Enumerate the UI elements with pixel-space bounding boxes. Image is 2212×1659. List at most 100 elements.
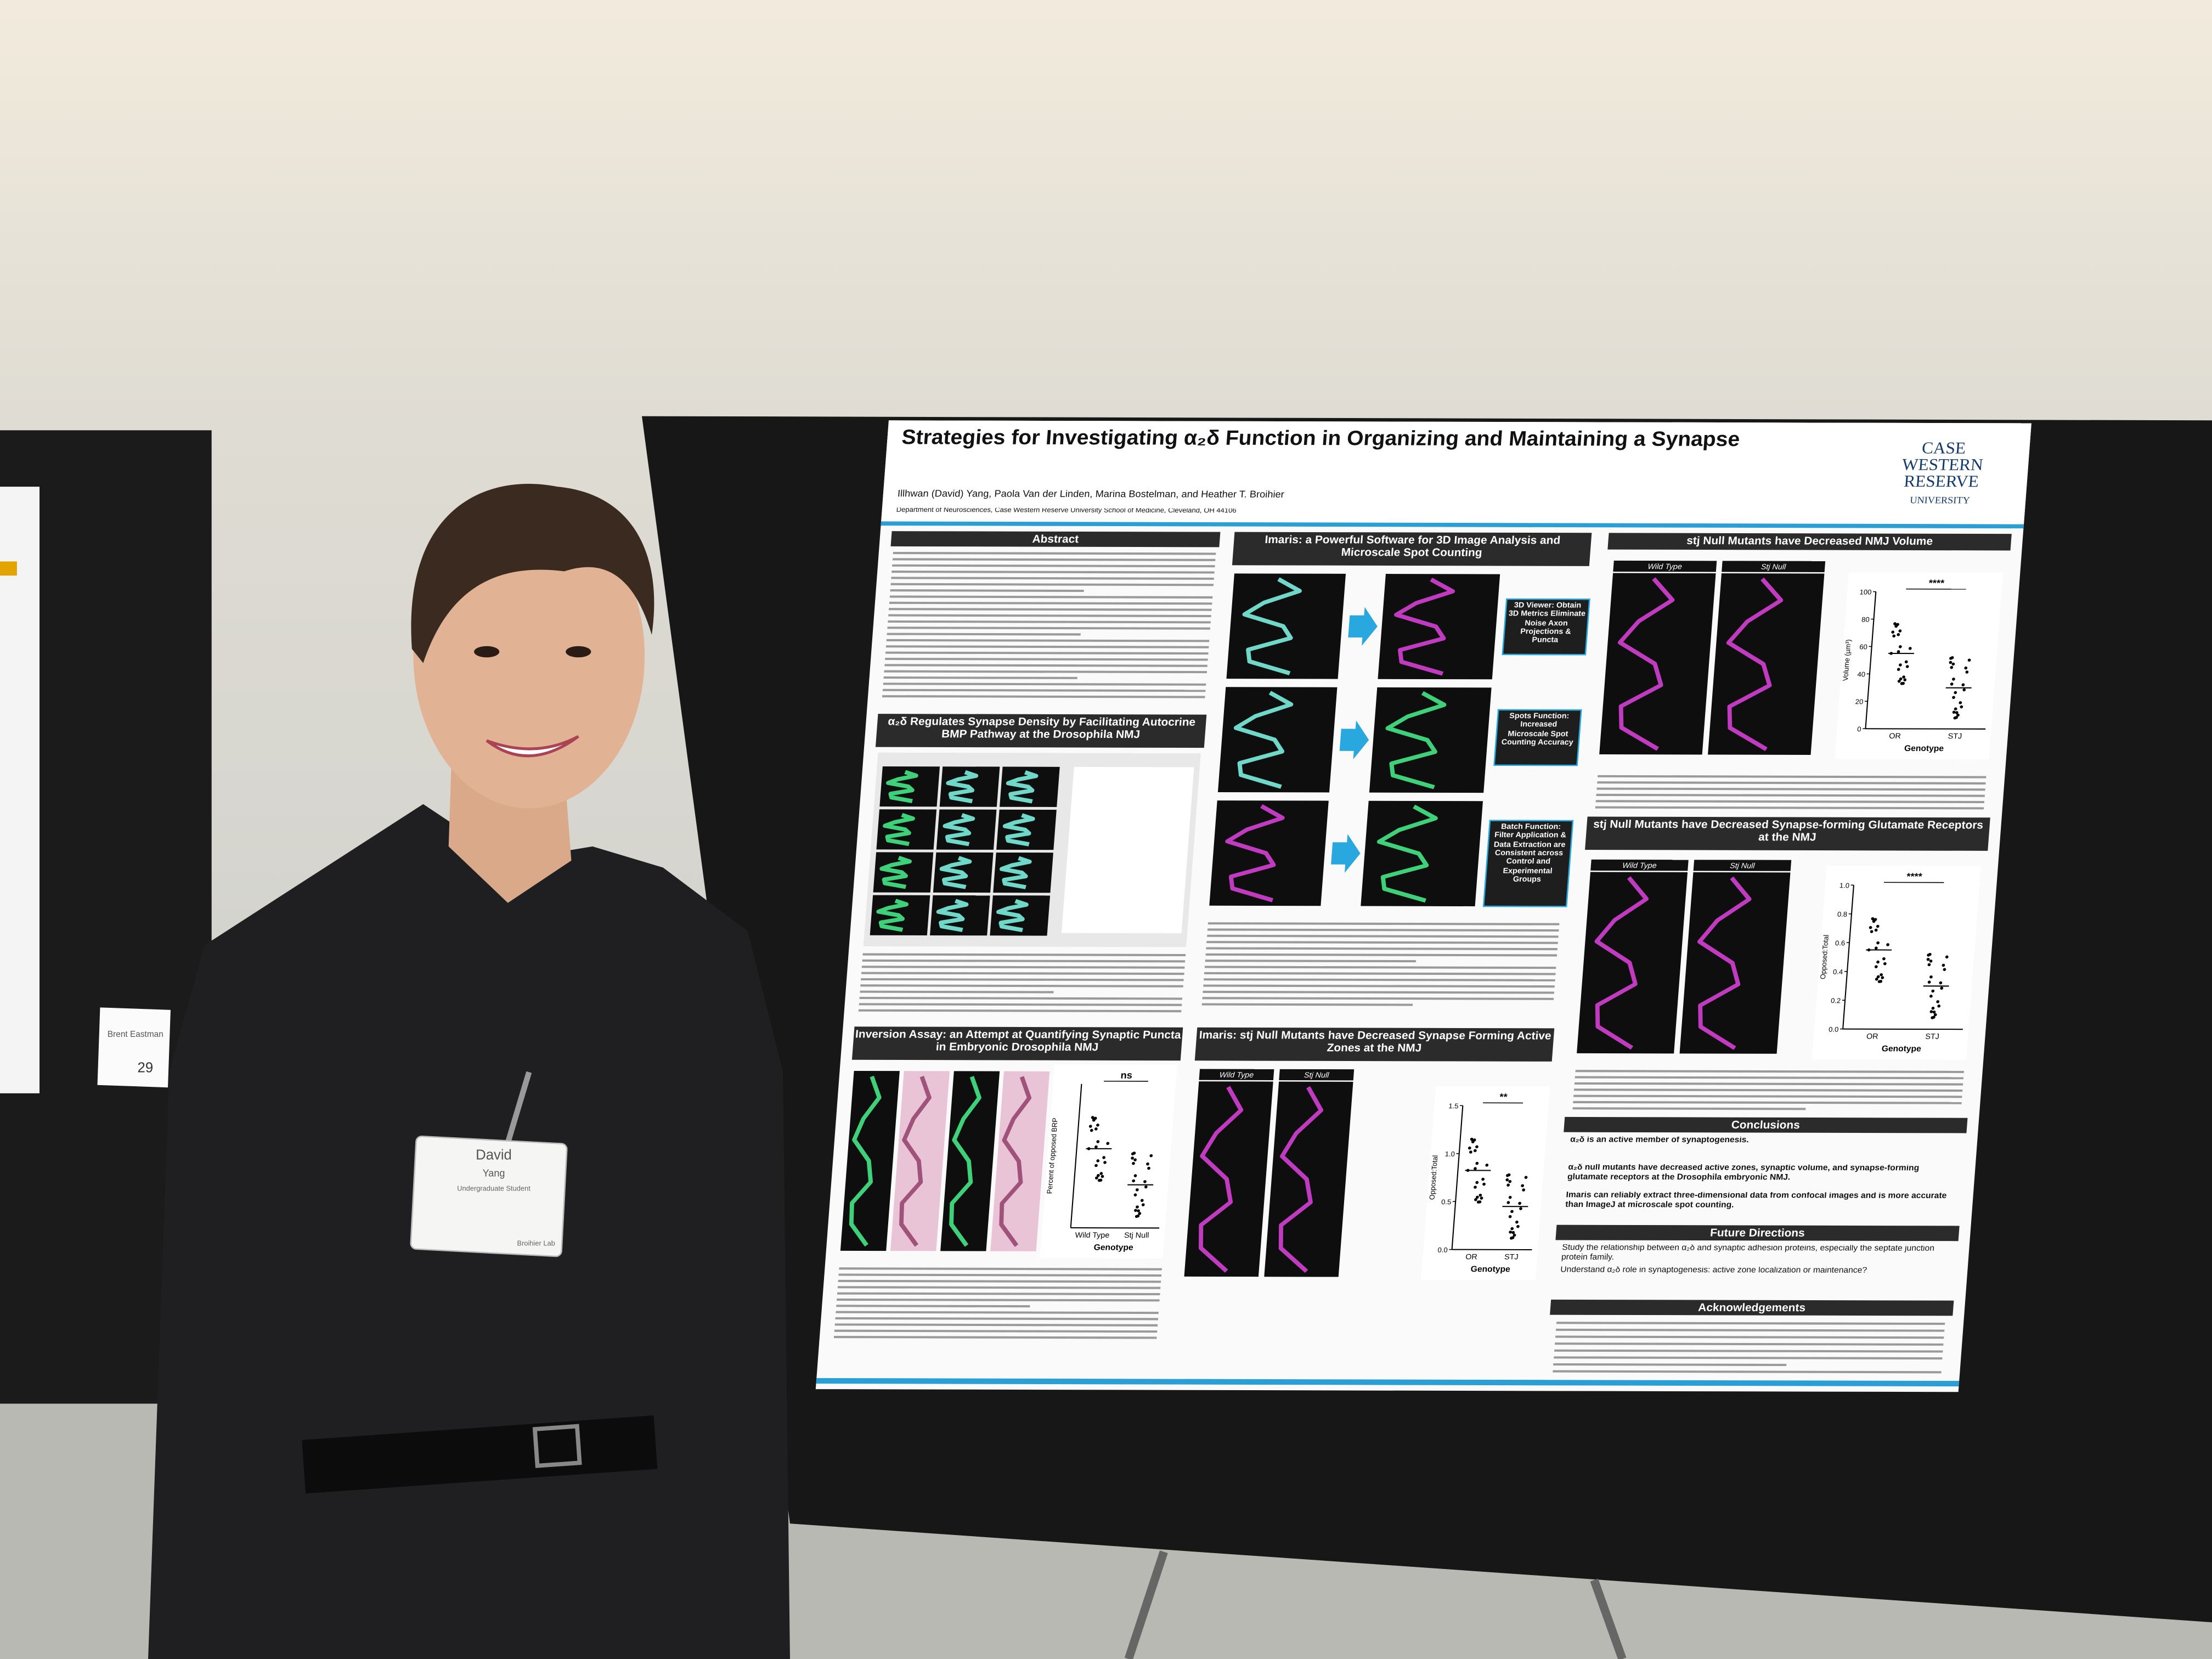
plot-dot <box>1891 630 1895 634</box>
section-heading: α₂δ Regulates Synapse Density by Facilit… <box>887 715 1196 741</box>
plot-dot <box>1875 978 1878 981</box>
plot-dot <box>1869 926 1872 929</box>
text-line <box>1555 1335 1944 1339</box>
text-line <box>1596 793 1985 797</box>
text-line <box>838 1273 1162 1277</box>
plot-dot <box>1929 960 1933 963</box>
plot-dot <box>1519 1207 1522 1210</box>
text-line <box>1574 1082 1963 1086</box>
plot-dot <box>1474 1186 1477 1189</box>
conclusion-item-box: α₂δ null mutants have decreased active z… <box>1567 1164 1920 1183</box>
plot-dot <box>1133 1174 1137 1177</box>
badge-name: David <box>476 1148 512 1163</box>
plot-dot <box>1096 1124 1099 1127</box>
plot-dot <box>1102 1156 1105 1159</box>
boxplot-area <box>1061 766 1194 934</box>
panel-label-bar <box>1279 1069 1355 1081</box>
plot-dot <box>1874 928 1878 932</box>
micrograph-structure <box>879 856 912 889</box>
callout-box: 3D Viewer: Obtain 3D Metrics Eliminate N… <box>1508 602 1585 645</box>
plot-dot <box>1900 682 1904 685</box>
plot-category: STJ <box>1925 1032 1940 1041</box>
belt <box>302 1415 658 1494</box>
plot-dot <box>1952 678 1955 681</box>
text-line <box>888 608 1212 611</box>
micrograph-structure <box>1233 691 1294 789</box>
text-line <box>885 645 1209 648</box>
plot-dot <box>1871 917 1875 921</box>
section-heading-box: α₂δ Regulates Synapse Density by Facilit… <box>887 715 1196 741</box>
text-line <box>1597 781 1986 785</box>
plot-dot <box>1099 1172 1103 1175</box>
poster-authors: Illhwan (David) Yang, Paola Van der Lind… <box>897 489 1285 500</box>
plot-x-label: Genotype <box>1470 1265 1511 1274</box>
text-line <box>888 614 1211 617</box>
section-heading-bar <box>1585 816 1990 851</box>
plot-category: Stj Null <box>1124 1231 1150 1239</box>
micrograph <box>1361 800 1483 906</box>
text-line <box>1575 1070 1964 1073</box>
plot-y-label: Opposed:Total <box>1427 1155 1439 1200</box>
plot-dot <box>1965 670 1969 674</box>
micrograph-structure <box>886 770 918 803</box>
micrograph-structure <box>1278 1086 1324 1273</box>
plot-dot <box>1950 682 1954 686</box>
plot-axis <box>1843 1028 1963 1030</box>
micrograph-structure <box>999 856 1032 889</box>
plot-category: Wild Type <box>1075 1231 1110 1239</box>
section-heading: stj Null Mutants have Decreased NMJ Volu… <box>1686 534 1933 548</box>
plot-dot <box>1955 711 1959 714</box>
micrograph-structure <box>1225 804 1285 902</box>
plot-dot <box>1877 980 1881 983</box>
plot-dot <box>1096 1140 1100 1143</box>
plot-dot <box>1894 624 1898 628</box>
plot-dot <box>1927 980 1931 984</box>
sign-name: Brent Eastman <box>108 1030 163 1039</box>
buckle <box>532 1424 582 1468</box>
plot-panel <box>1812 865 1981 1060</box>
micrograph-structure <box>1617 577 1675 751</box>
plot-dot <box>1508 1180 1512 1183</box>
plot-axis <box>1865 591 1877 729</box>
plot-dot <box>1135 1188 1139 1192</box>
arrow <box>1331 834 1361 873</box>
text-line <box>889 601 1212 605</box>
plot-dot <box>1147 1166 1150 1170</box>
plot-dot <box>1482 1182 1486 1186</box>
conclusion-item: α₂δ null mutants have decreased active z… <box>1567 1164 1920 1183</box>
panel-label: Stj Null <box>1304 1070 1330 1079</box>
plot-dot <box>1141 1203 1145 1206</box>
section-heading: Acknowledgements <box>1697 1301 1806 1314</box>
plot-dot <box>1134 1209 1137 1212</box>
micrograph <box>1217 687 1338 793</box>
panel-label: Wild Type <box>1219 1070 1254 1079</box>
plot-dot <box>1140 1199 1144 1202</box>
text-line <box>890 583 1214 586</box>
plot-dot <box>1905 665 1909 668</box>
plot-dot <box>1091 1116 1094 1119</box>
text-line <box>1554 1342 1944 1346</box>
text-line <box>861 978 1184 981</box>
plot-dot <box>1897 668 1900 671</box>
plot-dot <box>1136 1205 1139 1209</box>
panel-label: Stj Null <box>1760 562 1786 571</box>
section-heading-bar <box>1194 1027 1555 1062</box>
plot-category: OR <box>1465 1252 1478 1261</box>
micrograph <box>1708 573 1825 755</box>
micrograph <box>1226 573 1346 679</box>
badge-role: Undergraduate Student <box>457 1184 531 1192</box>
text-line <box>893 551 1216 555</box>
plot-dot <box>1511 1231 1515 1234</box>
plot-dot <box>1929 975 1933 979</box>
text-line <box>836 1305 1030 1308</box>
badge-lab: Broihier Lab <box>517 1239 555 1248</box>
plot-dot <box>1090 1128 1093 1132</box>
smile <box>486 735 579 758</box>
text-line <box>1206 934 1559 938</box>
plot-dot <box>1106 1142 1110 1146</box>
plot-dot <box>1480 1197 1483 1200</box>
badge-surname: Yang <box>483 1168 505 1179</box>
text-line <box>886 639 1210 642</box>
badge-clip <box>505 1071 532 1144</box>
